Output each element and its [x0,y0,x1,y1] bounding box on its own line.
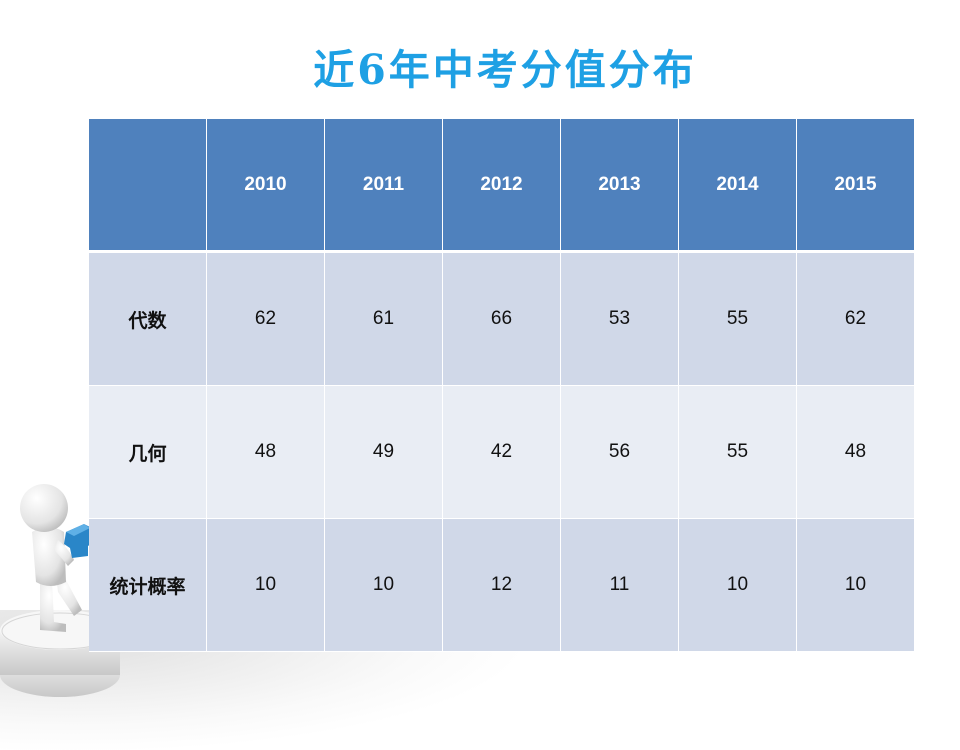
table-cell: 48 [206,385,325,519]
table-row-statistics: 统计概率 10 10 12 11 10 10 [89,518,914,652]
header-year-2010: 2010 [206,119,325,252]
table-cell: 56 [560,385,679,519]
table-cell: 55 [678,251,797,386]
table-cell: 61 [324,251,443,386]
table-cell: 49 [324,385,443,519]
table-row-geometry: 几何 48 49 42 56 55 48 [89,385,914,519]
score-distribution-table: 2010 2011 2012 2013 2014 2015 代数 62 61 6… [89,119,914,652]
table-cell: 10 [324,518,443,652]
header-year-2012: 2012 [442,119,561,252]
header-year-2013: 2013 [560,119,679,252]
header-year-2011: 2011 [324,119,443,252]
table-cell: 48 [796,385,914,519]
row-label-statistics: 统计概率 [89,518,207,652]
table-header-row: 2010 2011 2012 2013 2014 2015 [89,119,914,252]
table-cell: 53 [560,251,679,386]
table-cell: 62 [206,251,325,386]
table-row-algebra: 代数 62 61 66 53 55 62 [89,251,914,386]
table-cell: 12 [442,518,561,652]
table-cell: 66 [442,251,561,386]
header-year-2015: 2015 [796,119,914,252]
table-cell: 62 [796,251,914,386]
table-cell: 10 [678,518,797,652]
table-cell: 42 [442,385,561,519]
row-label-algebra: 代数 [89,251,207,386]
row-label-geometry: 几何 [89,385,207,519]
table-cell: 10 [206,518,325,652]
table-cell: 10 [796,518,914,652]
slide-title: 近6年中考分值分布 [313,46,697,94]
header-corner-cell [89,119,207,252]
table-cell: 55 [678,385,797,519]
header-year-2014: 2014 [678,119,797,252]
table-cell: 11 [560,518,679,652]
